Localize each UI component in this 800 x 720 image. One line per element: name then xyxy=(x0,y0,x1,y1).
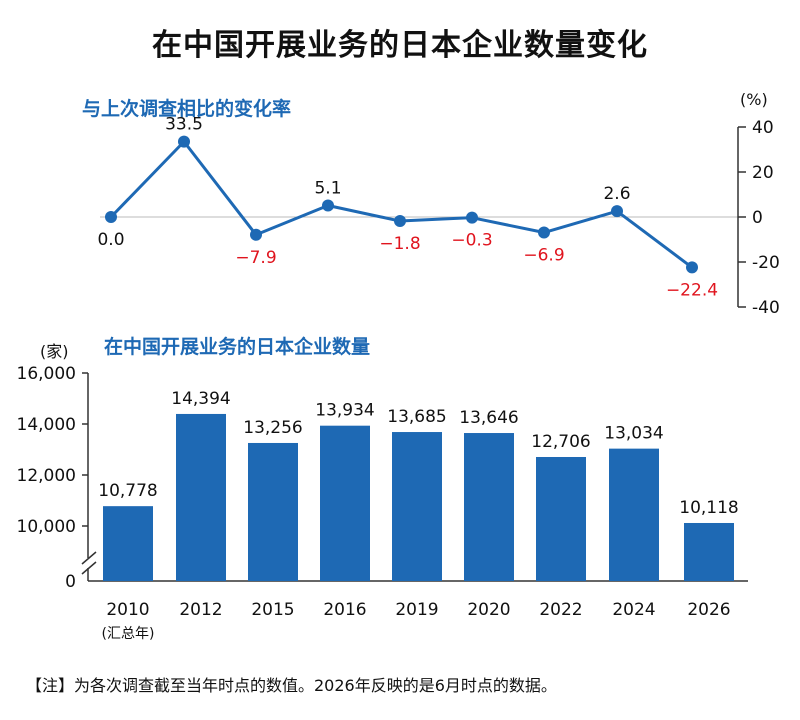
x-tick-label: 2024 xyxy=(612,600,655,620)
y-tick-label: 0 xyxy=(752,208,763,228)
bar-value-label: 12,706 xyxy=(531,432,590,452)
x-tick-note: (汇总年) xyxy=(102,626,155,642)
y-tick-label: 16,000 xyxy=(17,364,76,384)
data-point xyxy=(250,228,262,241)
bar xyxy=(464,433,514,581)
y-tick-label: 12,000 xyxy=(17,466,76,486)
data-point xyxy=(466,211,478,224)
data-point xyxy=(105,211,117,223)
bar-value-label: 13,934 xyxy=(315,401,374,421)
axis-break-mark xyxy=(81,551,97,565)
data-label: 0.0 xyxy=(97,230,124,250)
axis-break-mark xyxy=(81,561,97,575)
data-label: −0.3 xyxy=(451,231,492,251)
x-tick-label: 2012 xyxy=(179,600,222,620)
x-tick-label: 2010 xyxy=(106,600,149,620)
y-tick-label: 20 xyxy=(752,163,774,183)
bar xyxy=(684,522,734,581)
x-tick-label: 2020 xyxy=(467,600,510,620)
y-tick-label: -20 xyxy=(752,253,780,273)
data-label: −6.9 xyxy=(523,246,564,266)
x-tick-label: 2026 xyxy=(687,600,730,620)
line-chart-unit: (%) xyxy=(740,90,768,109)
data-label: −7.9 xyxy=(235,248,276,268)
bar-value-label: 13,034 xyxy=(604,424,663,444)
bar xyxy=(248,442,298,581)
data-point xyxy=(322,199,334,212)
chart-title: 在中国开展业务的日本企业数量变化 xyxy=(152,28,648,63)
bar-value-label: 10,778 xyxy=(98,481,157,501)
y-tick-label: 10,000 xyxy=(17,517,76,537)
data-point xyxy=(611,205,623,218)
bar-value-label: 13,646 xyxy=(459,408,518,428)
data-point xyxy=(686,261,698,274)
bar xyxy=(320,425,370,581)
x-tick-label: 2019 xyxy=(395,600,438,620)
data-point xyxy=(178,135,190,148)
bar-value-label: 13,685 xyxy=(387,407,446,427)
y-tick-label: 40 xyxy=(752,118,774,138)
line-chart-title: 与上次调查相比的变化率 xyxy=(82,98,292,120)
x-tick-label: 2015 xyxy=(251,600,294,620)
data-label: 2.6 xyxy=(603,184,630,204)
bar xyxy=(176,413,226,581)
bar xyxy=(609,448,659,581)
bar xyxy=(536,456,586,581)
y-tick-label: 0 xyxy=(65,572,76,592)
data-label: −1.8 xyxy=(379,234,420,254)
x-tick-label: 2016 xyxy=(323,600,366,620)
data-label: 5.1 xyxy=(314,179,341,199)
bar-chart-title: 在中国开展业务的日本企业数量 xyxy=(104,336,371,358)
data-label: −22.4 xyxy=(666,280,718,300)
bar xyxy=(103,506,153,581)
footnote: 【注】为各次调查截至当年时点的数值。2026年反映的是6月时点的数据。 xyxy=(26,676,557,695)
bar-value-label: 14,394 xyxy=(171,389,230,409)
bar-value-label: 13,256 xyxy=(243,418,302,438)
bar-value-label: 10,118 xyxy=(679,498,738,518)
data-point xyxy=(538,226,550,239)
data-point xyxy=(394,215,406,228)
y-tick-label: -40 xyxy=(752,298,780,318)
bar-chart-unit: (家) xyxy=(40,342,69,361)
y-tick-label: 14,000 xyxy=(17,415,76,435)
bar xyxy=(392,432,442,581)
data-label: 33.5 xyxy=(165,115,203,135)
x-tick-label: 2022 xyxy=(539,600,582,620)
